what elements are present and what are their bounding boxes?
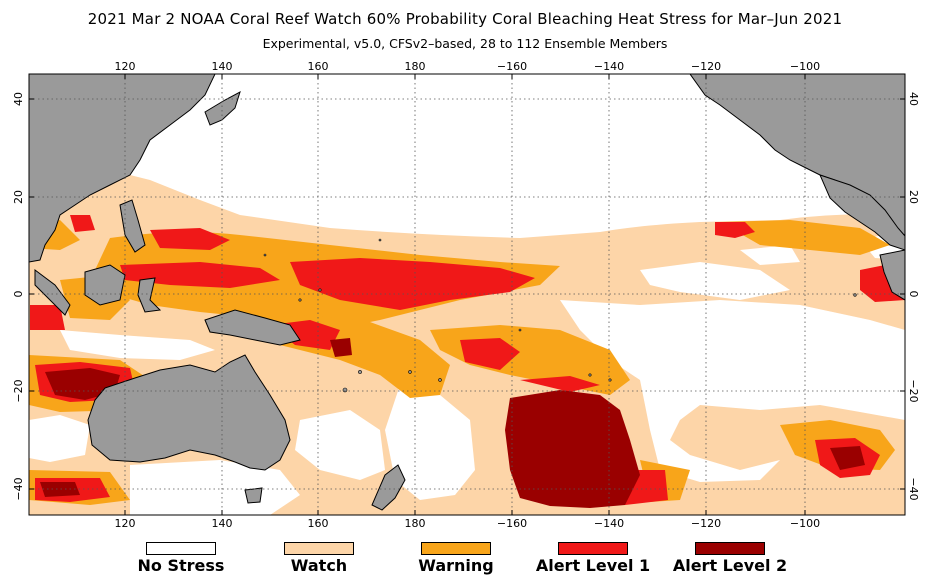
legend-swatch-warning: [421, 542, 491, 555]
lon-label: 120: [115, 60, 136, 73]
lon-label: −120: [691, 60, 721, 73]
legend-swatch-no-stress: [146, 542, 216, 555]
lon-label: 140: [212, 517, 233, 530]
lon-label: −140: [594, 60, 624, 73]
lat-label: −40: [12, 477, 25, 500]
map-title: 2021 Mar 2 NOAA Coral Reef Watch 60% Pro…: [87, 10, 843, 28]
asia-landmass: [29, 74, 216, 263]
lon-label: 160: [308, 60, 329, 73]
alert-level-2-regions: [40, 338, 865, 508]
lat-label: 40: [907, 92, 920, 106]
legend-label-watch: Watch: [290, 556, 348, 575]
south-america-landmass: [879, 249, 905, 301]
borneo-landmass: [84, 264, 126, 306]
sulawesi-landmass: [137, 277, 162, 313]
lat-labels-left: 40 20 0 −20 −40: [12, 92, 25, 501]
australia-landmass: [87, 354, 291, 471]
land-masses: [29, 74, 905, 511]
tasmania-landmass: [244, 487, 263, 504]
legend-label-alert-level-2: Alert Level 2: [672, 556, 788, 575]
philippines-landmass: [119, 199, 146, 253]
lon-label: −160: [497, 60, 527, 73]
lat-label: −40: [907, 477, 920, 500]
lat-label: −20: [12, 379, 25, 402]
lon-labels-bottom: 120 140 160 180 −160 −140 −120 −100: [115, 517, 821, 530]
lat-label: 20: [907, 190, 920, 204]
lon-label: −140: [594, 517, 624, 530]
japan-landmass: [204, 90, 241, 126]
lon-label: 180: [405, 517, 426, 530]
legend-swatch-alert-level-1: [558, 542, 628, 555]
lon-labels-top: 120 140 160 180 −160 −140 −120 −100: [115, 60, 821, 73]
tick-marks: [29, 74, 905, 515]
sumatra-landmass: [34, 269, 71, 316]
new-guinea-landmass: [204, 309, 301, 346]
legend-swatch-alert-level-2: [695, 542, 765, 555]
legend-label-no-stress: No Stress: [137, 556, 225, 575]
lon-label: −100: [790, 60, 820, 73]
legend-swatch-watch: [284, 542, 354, 555]
new-zealand-landmass: [371, 464, 406, 511]
graticule: [29, 74, 905, 515]
island-specks: [263, 238, 857, 393]
alert-level-1-regions: [30, 215, 905, 505]
mexico-landmass: [819, 174, 905, 251]
lon-label: 120: [115, 517, 136, 530]
lat-label: −20: [907, 379, 920, 402]
lon-label: −100: [790, 517, 820, 530]
legend-label-warning: Warning: [418, 556, 494, 575]
lat-labels-right: 40 20 0 −20 −40: [907, 92, 920, 501]
lat-label: 0: [907, 291, 920, 298]
lon-label: 180: [405, 60, 426, 73]
lat-label: 40: [12, 92, 25, 106]
lon-label: −120: [691, 517, 721, 530]
lon-label: 140: [212, 60, 233, 73]
map-subtitle: Experimental, v5.0, CFSv2–based, 28 to 1…: [262, 36, 668, 51]
lon-label: −160: [497, 517, 527, 530]
lat-label: 0: [12, 291, 25, 298]
lat-label: 20: [12, 190, 25, 204]
lon-label: 160: [308, 517, 329, 530]
legend-label-alert-level-1: Alert Level 1: [535, 556, 651, 575]
